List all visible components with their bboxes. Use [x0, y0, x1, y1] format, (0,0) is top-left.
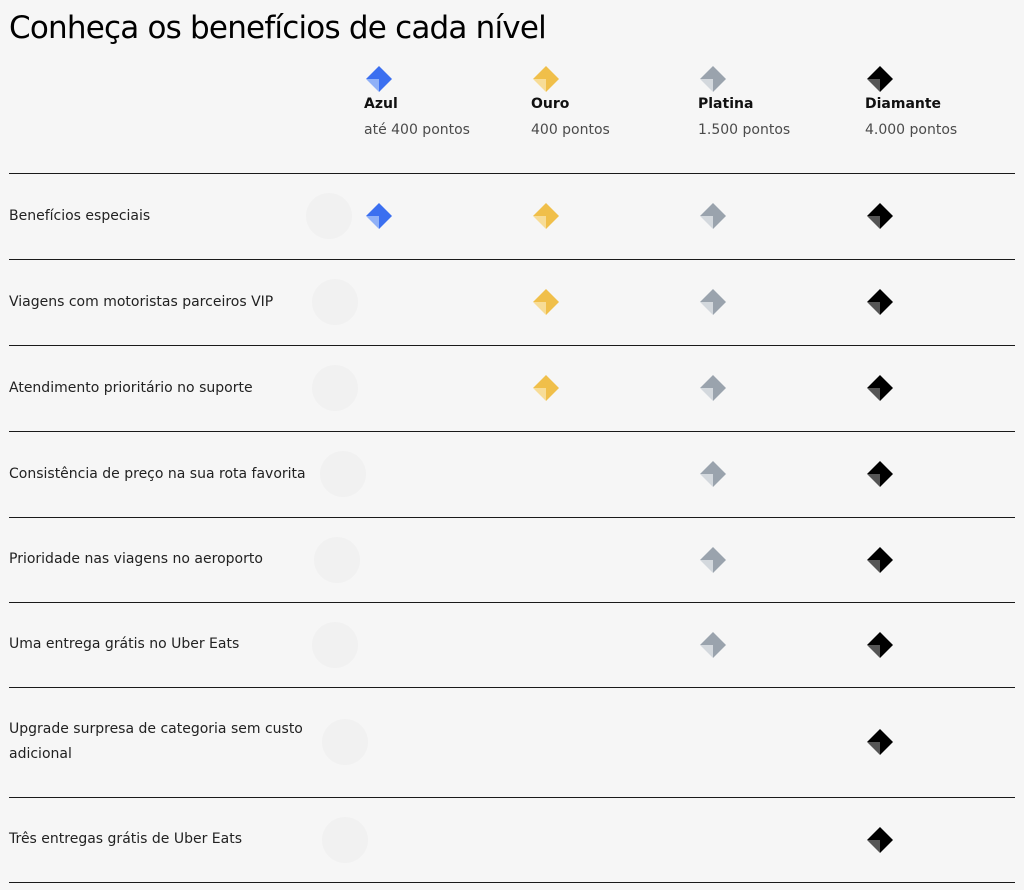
row-divider — [9, 517, 1015, 518]
tier-points: até 400 pontos — [364, 122, 470, 138]
benefit-label: Três entregas grátis de Uber Eats — [9, 831, 243, 847]
benefit-label: Viagens com motoristas parceiros VIP — [9, 293, 274, 310]
black-diamond-icon — [867, 66, 893, 92]
benefit-row: Atendimento prioritário no suporte — [0, 345, 1024, 431]
benefit-row: Uma entrega grátis no Uber Eats — [0, 602, 1024, 687]
row-divider — [9, 882, 1015, 883]
benefit-label: Atendimento prioritário no suporte — [9, 379, 253, 396]
black-diamond-icon — [867, 289, 893, 315]
faded-circle-decoration — [312, 365, 358, 411]
platinum-diamond-icon — [700, 546, 726, 573]
benefit-included-diamante — [865, 201, 895, 231]
black-diamond-icon — [867, 203, 893, 229]
black-diamond-icon — [867, 729, 893, 755]
benefit-included-platina — [698, 630, 728, 660]
row-divider — [9, 345, 1015, 346]
tier-header-ouro: Ouro 400 pontos — [531, 64, 701, 138]
benefit-included-azul — [364, 201, 394, 231]
gold-diamond-icon — [533, 375, 559, 401]
platinum-diamond-icon — [700, 203, 726, 229]
platinum-diamond-icon — [700, 631, 726, 658]
blue-diamond-icon — [366, 203, 392, 229]
faded-circle-decoration — [320, 451, 366, 497]
platinum-diamond-icon — [700, 375, 726, 401]
platinum-diamond-icon — [700, 461, 726, 487]
benefit-included-diamante — [865, 373, 895, 403]
blue-diamond-icon — [366, 66, 392, 92]
benefit-row: Viagens com motoristas parceiros VIP — [0, 259, 1024, 345]
benefit-included-platina — [698, 373, 728, 403]
tier-name: Ouro — [531, 96, 570, 112]
row-divider — [9, 173, 1015, 174]
benefit-included-diamante — [865, 287, 895, 317]
benefit-included-ouro — [531, 373, 561, 403]
tier-points: 400 pontos — [531, 122, 610, 138]
benefit-included-platina — [698, 201, 728, 231]
faded-circle-decoration — [314, 536, 360, 583]
row-divider — [9, 687, 1015, 688]
gold-diamond-icon — [533, 66, 559, 92]
tier-points: 1.500 pontos — [698, 122, 791, 138]
benefit-included-ouro — [531, 287, 561, 317]
benefit-included-platina — [698, 459, 728, 489]
row-divider — [9, 797, 1015, 798]
benefit-label: Uma entrega grátis no Uber Eats — [9, 636, 240, 652]
benefit-included-diamante — [865, 825, 895, 855]
tier-name: Diamante — [865, 96, 942, 112]
platinum-diamond-icon — [700, 289, 726, 315]
tier-points: 4.000 pontos — [865, 122, 958, 138]
faded-circle-decoration — [306, 193, 352, 239]
gold-diamond-icon — [533, 203, 559, 229]
black-diamond-icon — [867, 631, 893, 658]
benefit-row: Benefícios especiais — [0, 173, 1024, 259]
benefit-included-diamante — [865, 459, 895, 489]
benefit-label: Consistência de preço na sua rota favori… — [9, 465, 306, 482]
black-diamond-icon — [867, 461, 893, 487]
benefit-label: Prioridade nas viagens no aeroporto — [9, 551, 263, 567]
row-divider — [9, 602, 1015, 603]
benefit-included-diamante — [865, 727, 895, 757]
benefit-included-diamante — [865, 630, 895, 660]
benefit-row: Três entregas grátis de Uber Eats — [0, 797, 1024, 882]
tier-header-diamante: Diamante 4.000 pontos — [865, 64, 1024, 138]
benefit-included-platina — [698, 287, 728, 317]
page-title: Conheça os benefícios de cada nível — [9, 10, 547, 46]
benefit-included-platina — [698, 545, 728, 575]
black-diamond-icon — [867, 375, 893, 401]
platinum-diamond-icon — [700, 66, 726, 92]
tier-header-azul: Azul até 400 pontos — [364, 64, 534, 138]
tier-header-platina: Platina 1.500 pontos — [698, 64, 868, 138]
benefit-row: Upgrade surpresa de categoria sem custo … — [0, 687, 1024, 797]
faded-circle-decoration — [312, 621, 358, 668]
benefit-label: Upgrade surpresa de categoria sem custo … — [9, 721, 303, 762]
gold-diamond-icon — [533, 289, 559, 315]
faded-circle-decoration — [312, 279, 358, 325]
row-divider — [9, 259, 1015, 260]
benefit-included-ouro — [531, 201, 561, 231]
benefit-row: Prioridade nas viagens no aeroporto — [0, 517, 1024, 602]
benefit-row: Consistência de preço na sua rota favori… — [0, 431, 1024, 517]
benefit-included-diamante — [865, 545, 895, 575]
faded-circle-decoration — [322, 816, 368, 863]
benefit-label: Benefícios especiais — [9, 207, 151, 224]
faded-circle-decoration — [322, 719, 368, 765]
tier-name: Platina — [698, 96, 754, 112]
tier-name: Azul — [364, 96, 398, 112]
black-diamond-icon — [867, 546, 893, 573]
row-divider — [9, 431, 1015, 432]
black-diamond-icon — [867, 826, 893, 853]
